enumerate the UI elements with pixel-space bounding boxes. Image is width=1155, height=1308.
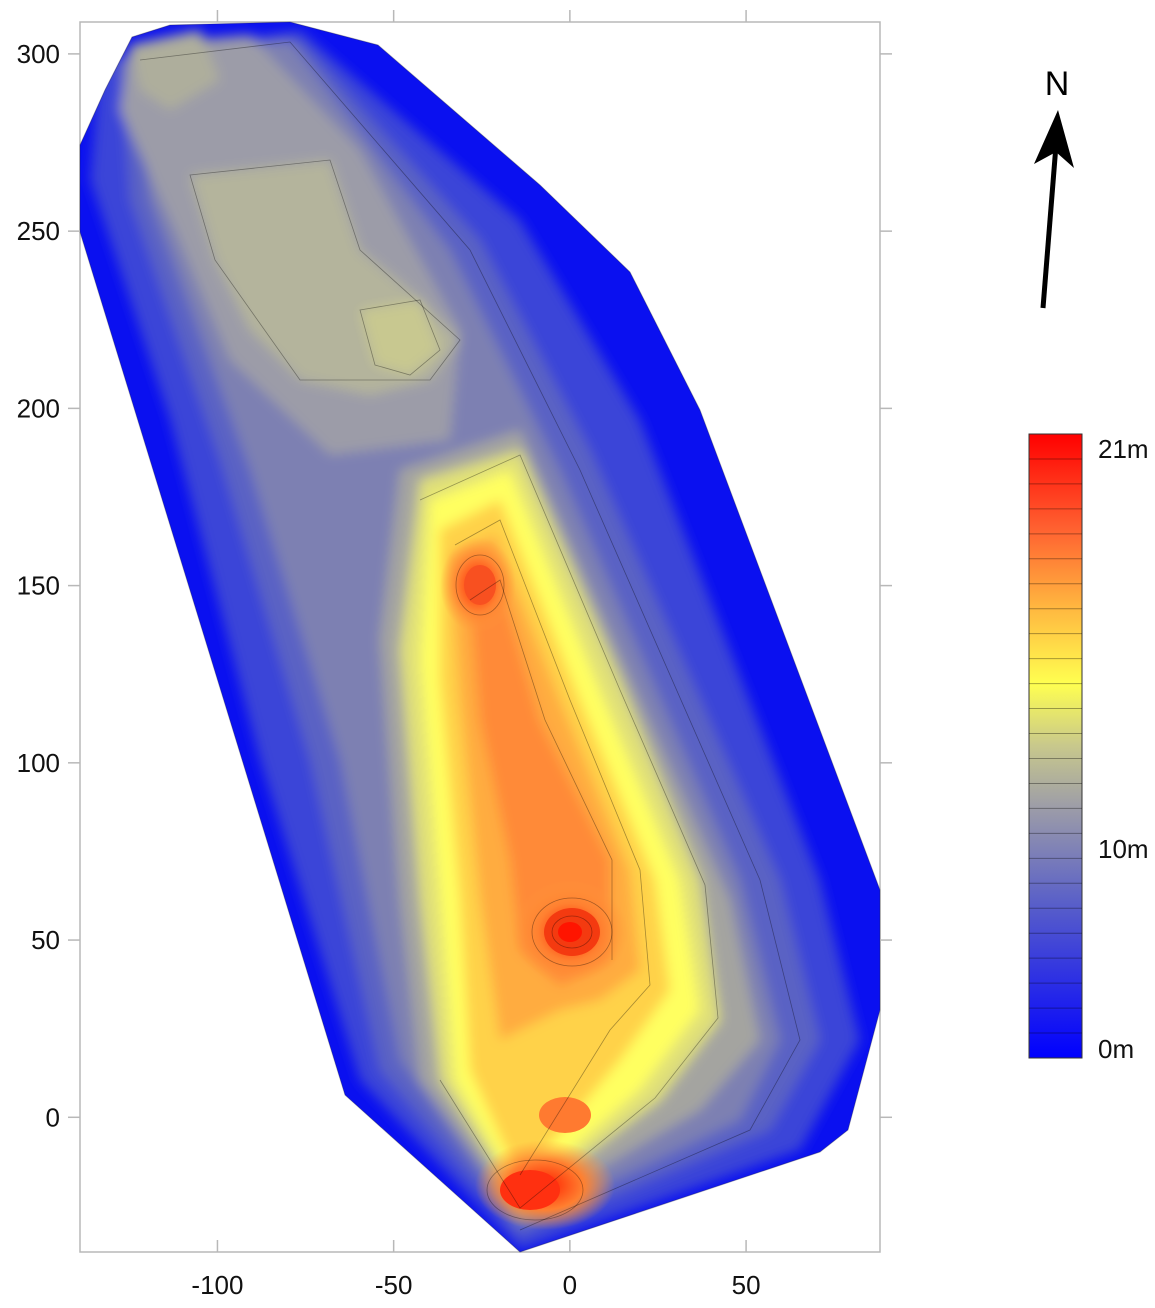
legend-color-bar: [1028, 433, 1083, 1059]
y-tick-label: 300: [17, 39, 60, 69]
north-arrow-icon: [1034, 110, 1074, 309]
x-tick-label: 50: [732, 1270, 761, 1300]
x-axis-ticks: -100 -50 0 50: [191, 10, 761, 1300]
legend-label-mid: 10m: [1098, 834, 1149, 864]
north-label: N: [1045, 65, 1070, 103]
y-tick-label: 100: [17, 748, 60, 778]
legend-band-lines: [1029, 458, 1082, 1034]
y-axis-ticks: 300 250 200 150 100 50 0: [17, 39, 892, 1132]
y-tick-label: 0: [46, 1102, 60, 1132]
y-tick-label: 150: [17, 571, 60, 601]
y-tick-label: 50: [31, 925, 60, 955]
elevation-legend: 21m 10m 0m: [1028, 433, 1149, 1064]
survey-boundary: [79, 21, 881, 1253]
legend-label-min: 0m: [1098, 1034, 1134, 1064]
legend-label-max: 21m: [1098, 434, 1149, 464]
x-tick-label: 0: [563, 1270, 577, 1300]
y-tick-label: 250: [17, 216, 60, 246]
x-tick-label: -100: [191, 1270, 243, 1300]
x-tick-label: -50: [375, 1270, 413, 1300]
y-tick-label: 200: [17, 393, 60, 423]
